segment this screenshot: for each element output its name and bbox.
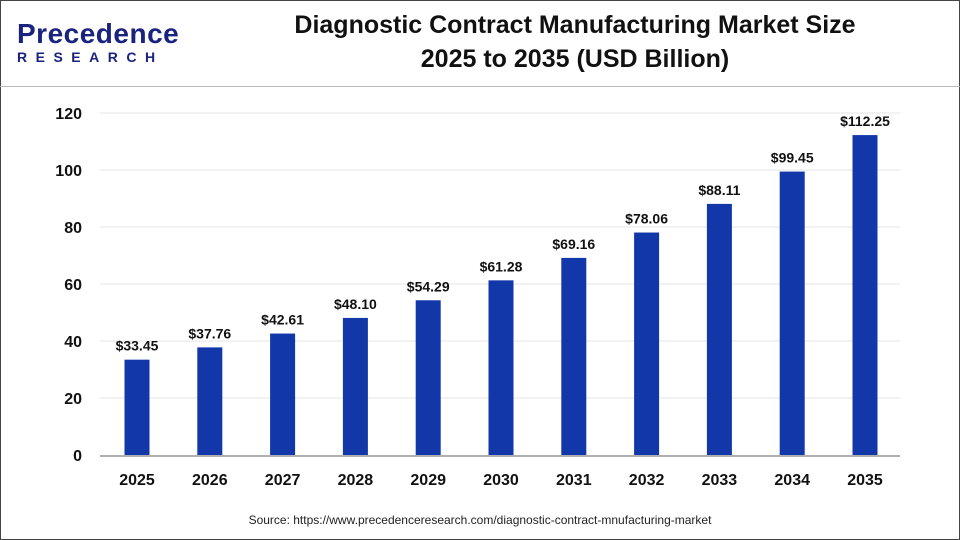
data-label: $33.45 [116, 338, 159, 354]
bar-2025 [124, 359, 150, 455]
x-tick-label: 2030 [483, 472, 519, 489]
bar-2027 [270, 333, 296, 455]
data-label: $69.16 [552, 236, 595, 252]
y-tick-label: 100 [55, 163, 82, 180]
data-label: $48.10 [334, 296, 377, 312]
data-label: $42.61 [261, 312, 304, 328]
x-tick-label: 2032 [629, 472, 665, 489]
data-label: $99.45 [771, 150, 814, 166]
bar-2035 [852, 135, 878, 455]
logo-line2: RESEARCH [17, 49, 164, 65]
x-tick-label: 2025 [119, 472, 155, 489]
x-tick-label: 2035 [847, 472, 883, 489]
header-divider [0, 86, 960, 87]
x-tick-label: 2029 [410, 472, 446, 489]
logo-line1: Precedence [17, 18, 180, 49]
data-label: $88.11 [698, 182, 740, 198]
y-tick-label: 80 [64, 220, 82, 237]
data-label: $37.76 [188, 325, 231, 341]
x-tick-label: 2026 [192, 472, 228, 489]
y-tick-label: 60 [64, 277, 82, 294]
chart-title: Diagnostic Contract Manufacturing Market… [230, 8, 920, 76]
y-tick-label: 20 [64, 391, 82, 408]
title-line1: Diagnostic Contract Manufacturing Market… [294, 11, 856, 39]
data-label: $54.29 [407, 278, 450, 294]
bar-2026 [197, 347, 223, 455]
x-tick-label: 2028 [338, 472, 374, 489]
x-tick-label: 2027 [265, 472, 301, 489]
data-label: $112.25 [840, 113, 890, 129]
bar-2029 [415, 300, 441, 455]
bar-2031 [561, 257, 587, 455]
y-tick-label: 0 [73, 448, 82, 465]
source-note: Source: https://www.precedenceresearch.c… [248, 513, 712, 527]
title-line2: 2025 to 2035 (USD Billion) [420, 45, 730, 73]
x-tick-label: 2033 [702, 472, 738, 489]
data-label: $61.28 [480, 258, 523, 274]
bar-2028 [342, 317, 368, 455]
data-label: $78.06 [625, 211, 668, 227]
y-tick-label: 40 [64, 334, 82, 351]
logo: Precedence RESEARCH [17, 18, 180, 66]
bar-2033 [706, 203, 732, 455]
x-tick-label: 2031 [556, 472, 592, 489]
bar-2032 [634, 232, 660, 455]
y-tick-label: 120 [55, 106, 82, 123]
bar-2034 [779, 171, 805, 455]
bar-2030 [488, 280, 514, 455]
x-tick-label: 2034 [774, 472, 810, 489]
